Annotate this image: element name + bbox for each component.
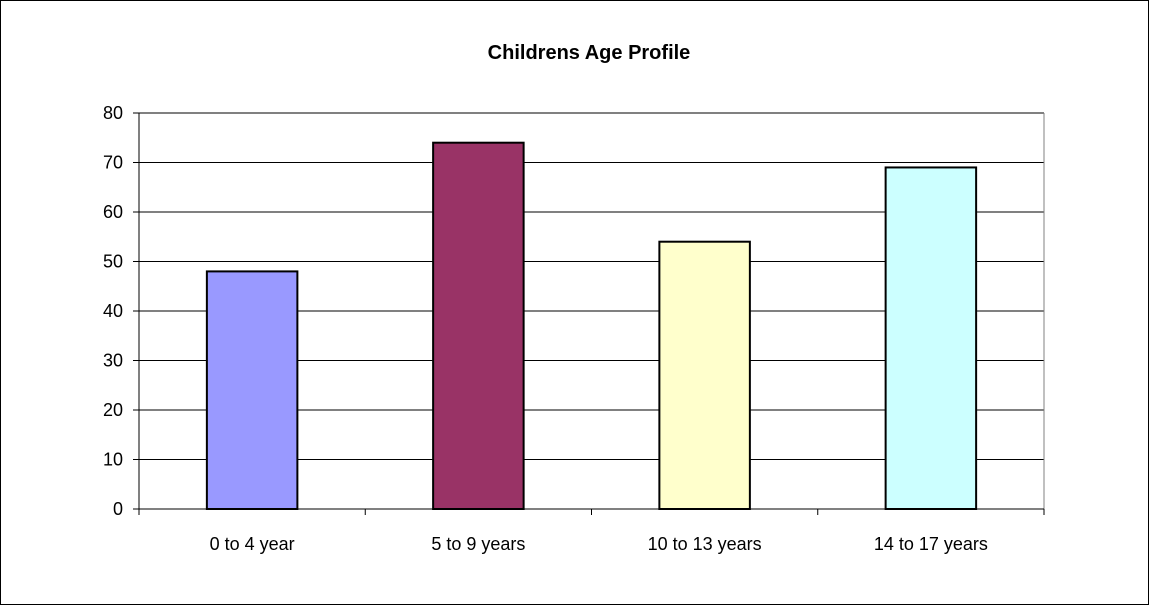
y-tick-label: 70 [103,153,123,173]
x-tick-label: 5 to 9 years [431,534,525,554]
y-tick-label: 80 [103,103,123,123]
x-tick-label: 14 to 17 years [874,534,988,554]
y-tick-labels: 0 10 20 30 40 50 60 70 80 [103,103,123,519]
x-tick-label: 10 to 13 years [648,534,762,554]
y-tick-label: 0 [113,499,123,519]
chart-title: Childrens Age Profile [488,42,691,64]
y-tick-label: 20 [103,400,123,420]
bar-1 [205,270,299,510]
x-tick-labels: 0 to 4 year 5 to 9 years 10 to 13 years 14 … [210,534,988,554]
y-tick-label: 60 [103,202,123,222]
axes [133,112,1045,515]
bars [205,141,978,510]
y-tick-label: 40 [103,301,123,321]
bar-3 [658,240,751,510]
bar-2 [432,141,525,510]
y-tick-label: 30 [103,351,123,371]
y-tick-label: 50 [103,252,123,272]
y-tick-label: 10 [103,450,123,470]
bar-4 [884,166,978,510]
x-tick-label: 0 to 4 year [210,534,295,554]
